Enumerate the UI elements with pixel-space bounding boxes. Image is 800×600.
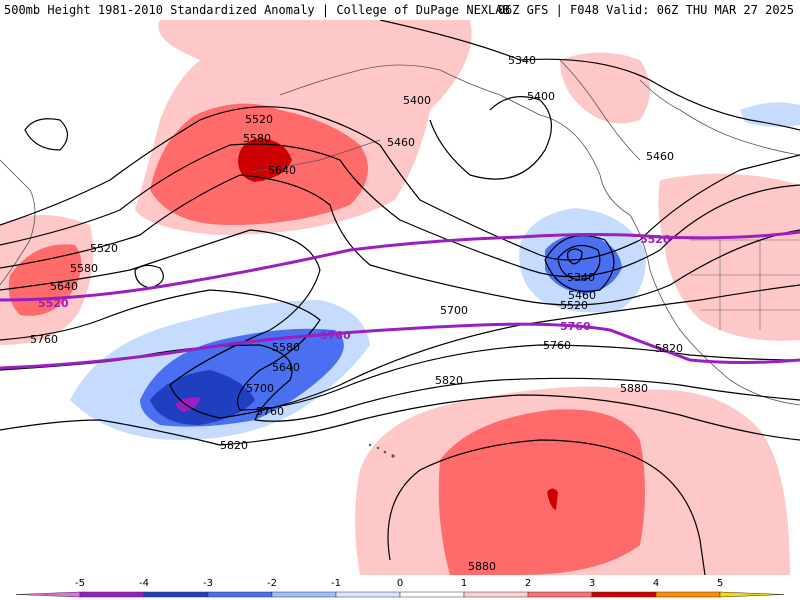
contour-label: 5760 [30,333,58,346]
contour-label: 5580 [272,341,300,354]
contour-label: 5400 [403,94,431,107]
contour-label: 5340 [508,54,536,67]
highlight-contour-label: 5760 [320,329,351,342]
contour-label: 5460 [646,150,674,163]
contour-label: 5520 [90,242,118,255]
contour-label: 5340 [567,271,595,284]
contour-label: 5400 [527,90,555,103]
contour-label: 5880 [620,382,648,395]
colorbar-ticks: -5 -4 -3 -2 -1 0 1 2 3 4 5 [75,578,723,589]
colorbar-tick-label: -2 [267,578,277,589]
model-run-label: 06Z GFS | F048 Valid: 06Z THU MAR 27 202… [497,3,794,17]
contour-label: 5520 [245,113,273,126]
positive-anomaly-strong-south [547,488,558,510]
contour-label: 5700 [246,382,274,395]
colorbar-tick-label: -5 [75,578,85,589]
contour-label: 5460 [387,136,415,149]
contour-label: 5640 [272,361,300,374]
colorbar-tick-label: -1 [331,578,341,589]
colorbar-segment [527,591,593,598]
positive-anomaly-alaska-east [560,52,650,124]
header: 500mb Height 1981-2010 Standardized Anom… [0,0,800,20]
contour-5520-thick [0,230,800,302]
colorbar-segment [399,591,465,598]
colorbar-segment [271,591,337,598]
colorbar-tick-label: -3 [203,578,213,589]
colorbar-segment [79,591,145,598]
contour-label: 5580 [70,262,98,275]
colorbar-tick-label: 2 [525,578,531,589]
weather-map: 5340 5400 5400 5460 5460 5520 5580 5640 … [0,20,800,575]
colorbar-tick-label: -4 [139,578,149,589]
contour-label: 5520 [560,299,588,312]
highlight-contour-label: 5520 [38,297,69,310]
contour-label: 5820 [655,342,683,355]
colorbar-tick-label: 3 [589,578,595,589]
positive-anomaly-strong [238,138,292,182]
colorbar-segment [463,591,529,598]
positive-anomaly-west-coast [658,173,800,341]
contour-label: 5820 [220,439,248,452]
state-borders [690,239,800,330]
colorbar-tick-label: 4 [653,578,659,589]
colorbar-segments [15,591,785,598]
colorbar-segment [655,591,721,598]
contour-labels: 5340 5400 5400 5460 5460 5520 5580 5640 … [30,54,683,573]
coastlines [0,59,800,406]
colorbar-tick-label: 5 [717,578,723,589]
negative-anomaly-strong-pacific [150,370,255,425]
anomaly-colorbar: -5 -4 -3 -2 -1 0 1 2 3 4 5 [15,578,785,598]
contour-label: 5820 [435,374,463,387]
contour-label: 5700 [440,304,468,317]
contour-label: 5880 [468,560,496,573]
colorbar-extend-high [719,591,785,598]
contour-label: 5640 [268,164,296,177]
negative-anomaly-medium-low [545,234,622,294]
colorbar-extend-low [15,591,81,598]
highlight-contour-label: 5520 [640,233,671,246]
colorbar-tick-label: 0 [397,578,403,589]
hawaii-islands [368,443,395,458]
highlighted-contours [0,230,800,370]
colorbar-segment [335,591,401,598]
contour-label: 5760 [256,405,284,418]
colorbar-segment [207,591,273,598]
contour-label: 5580 [243,132,271,145]
contour-label: 5760 [543,339,571,352]
contour-label: 5640 [50,280,78,293]
colorbar-segment [143,591,209,598]
highlight-contour-label: 5760 [560,320,591,333]
colorbar-segment [591,591,657,598]
positive-anomaly-medium-south [438,409,645,575]
colorbar-tick-label: 1 [461,578,467,589]
contour-label: 5460 [568,289,596,302]
contour-5760-thick [0,322,800,370]
map-title: 500mb Height 1981-2010 Standardized Anom… [4,3,510,17]
